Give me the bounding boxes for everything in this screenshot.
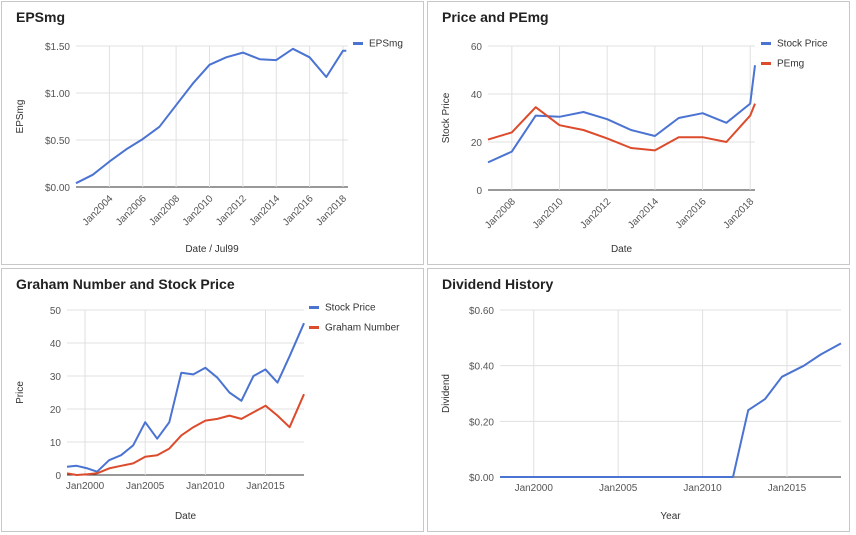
x-tick-label: Jan2010	[181, 193, 216, 228]
x-tick-label: Jan2016	[674, 196, 709, 231]
y-tick-label: 40	[50, 339, 62, 350]
chart-svg-3: Dividend History $0.00 $0.20 $0.40 $0.60 Jan2…	[441, 276, 842, 522]
graham-panel: Graham Number and Stock Price 0 10 20 30 40 50…	[1, 268, 424, 532]
legend-swatch	[353, 42, 363, 45]
series-line-0	[75, 47, 347, 185]
x-axis-label: Date	[175, 511, 197, 522]
x-tick-label: Jan2014	[247, 193, 282, 228]
y-tick-label: 20	[50, 405, 62, 416]
legend-swatch	[761, 42, 771, 45]
y-tick-label: 30	[50, 372, 62, 383]
x-tick-label: Jan2012	[214, 193, 249, 228]
y-tick-label: $0.00	[45, 183, 70, 194]
x-axis-label: Date / Jul99	[185, 244, 239, 255]
x-tick-label: Jan2010	[683, 483, 722, 494]
legend-label: Graham Number	[325, 323, 400, 334]
x-tick-label: Jan2010	[186, 481, 225, 492]
price-pemg-panel: Price and PEmg 0 20 40 60 Jan2008 Jan2010 Jan20…	[427, 1, 850, 265]
legend-swatch	[309, 306, 319, 309]
y-tick-label: $0.20	[469, 417, 494, 428]
y-axis-label: Stock Price	[441, 92, 452, 143]
x-tick-label: Jan2008	[483, 196, 518, 231]
y-tick-label: 0	[476, 186, 482, 197]
y-tick-label: 60	[471, 42, 483, 53]
legend-label: EPSmg	[369, 39, 403, 50]
y-tick-label: 20	[471, 138, 483, 149]
chart-title: Graham Number and Stock Price	[16, 276, 235, 292]
y-axis-label: Dividend	[441, 374, 452, 413]
series-line-0	[66, 322, 305, 473]
y-tick-label: 50	[50, 306, 62, 317]
x-tick-label: Jan2018	[721, 196, 756, 231]
x-tick-label: Jan2005	[599, 483, 638, 494]
dividend-panel: Dividend History $0.00 $0.20 $0.40 $0.60 Jan2…	[427, 268, 850, 532]
x-tick-label: Jan2006	[114, 193, 149, 228]
x-tick-label: Jan2010	[531, 196, 566, 231]
series-line-1	[487, 103, 756, 152]
x-tick-label: Jan2000	[66, 481, 105, 492]
x-axis-label: Date	[611, 244, 633, 255]
x-tick-label: Jan2015	[246, 481, 285, 492]
x-tick-label: Jan2015	[768, 483, 807, 494]
chart-title: EPSmg	[16, 9, 65, 25]
x-tick-label: Jan2000	[515, 483, 554, 494]
chart-svg-2: Graham Number and Stock Price 0 10 20 30 40 50…	[15, 276, 400, 522]
x-tick-label: Jan2018	[314, 193, 349, 228]
y-tick-label: $0.40	[469, 362, 494, 373]
y-tick-label: $0.60	[469, 306, 494, 317]
x-tick-label: Jan2016	[281, 193, 316, 228]
y-tick-label: 40	[471, 90, 483, 101]
chart-title: Price and PEmg	[442, 9, 549, 25]
legend-swatch	[761, 62, 771, 65]
y-tick-label: 10	[50, 438, 62, 449]
x-tick-label: Jan2005	[126, 481, 165, 492]
legend-label: Stock Price	[325, 303, 376, 314]
x-tick-label: Jan2004	[81, 193, 116, 228]
x-tick-label: Jan2008	[147, 193, 182, 228]
y-tick-label: 0	[55, 471, 61, 482]
legend-swatch	[309, 326, 319, 329]
y-axis-label: EPSmg	[15, 100, 26, 134]
y-tick-label: $0.00	[469, 473, 494, 484]
legend-label: PEmg	[777, 59, 804, 70]
eps-panel: EPSmg $0.00 $0.50 $1.00 $1.50 Jan2004 Jan2006 J…	[1, 1, 424, 265]
series-line-0	[487, 65, 756, 164]
series-line-1	[66, 393, 305, 476]
y-tick-label: $1.00	[45, 89, 70, 100]
chart-svg-1: Price and PEmg 0 20 40 60 Jan2008 Jan2010 Jan20…	[441, 9, 828, 255]
legend-label: Stock Price	[777, 39, 828, 50]
y-axis-label: Price	[15, 381, 26, 404]
y-tick-label: $1.50	[45, 42, 70, 53]
x-tick-label: Jan2014	[626, 196, 661, 231]
chart-title: Dividend History	[442, 276, 553, 292]
chart-svg-0: EPSmg$0.00$0.50$1.00$1.50Jan2004Jan2006J…	[15, 9, 403, 255]
y-tick-label: $0.50	[45, 136, 70, 147]
x-axis-label: Year	[660, 511, 681, 522]
series-line-0	[500, 342, 842, 478]
x-tick-label: Jan2012	[578, 196, 613, 231]
